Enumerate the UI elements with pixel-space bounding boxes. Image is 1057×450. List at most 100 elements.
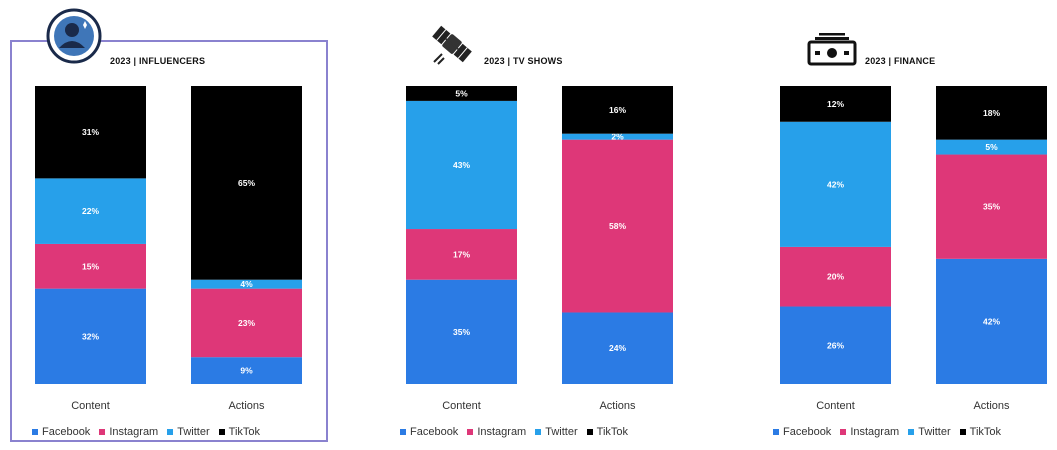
legend-label: Instagram: [477, 426, 527, 438]
legend-swatch: [167, 429, 174, 435]
chart-title: 2023 | TV SHOWS: [484, 56, 563, 66]
category-label-content: Content: [442, 400, 481, 412]
bar-segment-facebook-actions: [936, 258, 1047, 384]
bar-segment-instagram-content: [406, 229, 517, 280]
data-label: 35%: [983, 202, 1000, 212]
legend-item-twitter: Twitter: [167, 426, 210, 438]
data-label: 15%: [82, 261, 99, 271]
bar-segment-twitter-actions: [562, 133, 673, 140]
category-label-actions: Actions: [973, 400, 1010, 412]
bar-segment-tiktok-content: [406, 86, 517, 101]
bar-segment-tiktok-actions: [191, 86, 302, 280]
data-label: 12%: [827, 99, 844, 109]
data-label: 23%: [238, 318, 255, 328]
legend-label: Twitter: [918, 426, 951, 438]
legend-swatch: [99, 429, 106, 435]
legend-item-facebook: Facebook: [773, 426, 831, 438]
stacked-bar-chart: 32% 15% 22% 31% Content 9% 23% 4% 65% Actions: [35, 86, 302, 412]
legend-item-twitter: Twitter: [908, 426, 951, 438]
data-label: 24%: [609, 343, 626, 353]
data-label: 32%: [82, 331, 99, 341]
legend-item-tiktok: TikTok: [586, 426, 629, 438]
legend-label: Facebook: [42, 426, 91, 438]
legend-label: Twitter: [545, 426, 578, 438]
legend-swatch: [467, 429, 474, 435]
legend-item-tiktok: TikTok: [218, 426, 261, 438]
bar-segment-instagram-actions: [191, 288, 302, 358]
bar-segment-tiktok-content: [35, 86, 146, 179]
legend-label: TikTok: [228, 426, 261, 438]
stacked-bar-chart: 26% 20% 42% 12% Content 42% 35% 5% 18% Actions: [780, 86, 1047, 412]
bar-segment-twitter-actions: [191, 279, 302, 289]
data-label: 18%: [983, 108, 1000, 118]
bar-segment-twitter-content: [780, 121, 891, 247]
legend-label: Instagram: [109, 426, 159, 438]
chart-legend: Facebook Instagram Twitter TikTok: [400, 426, 628, 438]
legend-label: Twitter: [177, 426, 210, 438]
data-label: 4%: [240, 279, 253, 289]
legend-swatch: [218, 429, 225, 435]
data-label: 9%: [240, 366, 253, 376]
bar-segment-facebook-content: [35, 288, 146, 384]
chart-legend: Facebook Instagram Twitter TikTok: [773, 426, 1001, 438]
bar-segment-facebook-content: [406, 279, 517, 384]
legend-item-instagram: Instagram: [840, 426, 899, 438]
legend-swatch: [586, 429, 593, 435]
legend-swatch: [840, 429, 847, 435]
bar-segment-twitter-actions: [936, 139, 1047, 155]
legend-label: TikTok: [596, 426, 629, 438]
category-label-content: Content: [816, 400, 855, 412]
chart-legend: Facebook Instagram Twitter TikTok: [32, 426, 260, 438]
bar-segment-instagram-actions: [562, 139, 673, 313]
data-label: 16%: [609, 105, 626, 115]
panel-highlight-border: [10, 40, 328, 442]
data-label: 20%: [827, 272, 844, 282]
legend-item-instagram: Instagram: [467, 426, 526, 438]
bar-segment-tiktok-content: [780, 86, 891, 122]
legend-label: TikTok: [969, 426, 1002, 438]
bar-segment-instagram-actions: [936, 154, 1047, 259]
data-label: 35%: [453, 327, 470, 337]
legend-item-facebook: Facebook: [32, 426, 90, 438]
legend-label: Instagram: [850, 426, 900, 438]
chart-panel-influencers: 2023 | INFLUENCERS 32% 15% 22% 31% Content 9%…: [0, 0, 340, 450]
bar-segment-facebook-content: [780, 306, 891, 384]
legend-item-tiktok: TikTok: [959, 426, 1002, 438]
data-label: 42%: [827, 179, 844, 189]
data-label: 22%: [82, 206, 99, 216]
legend-swatch: [535, 429, 542, 435]
data-label: 65%: [238, 178, 255, 188]
money-icon: [807, 32, 857, 71]
bar-segment-twitter-content: [406, 100, 517, 230]
legend-swatch: [32, 429, 38, 435]
category-label-actions: Actions: [228, 400, 265, 412]
bar-segment-twitter-content: [35, 178, 146, 244]
data-label: 43%: [453, 160, 470, 170]
data-label: 17%: [453, 249, 470, 259]
legend-label: Facebook: [783, 426, 832, 438]
category-label-actions: Actions: [599, 400, 636, 412]
bar-segment-tiktok-actions: [562, 86, 673, 134]
bar-segment-facebook-actions: [191, 357, 302, 384]
category-label-content: Content: [71, 400, 110, 412]
legend-item-instagram: Instagram: [99, 426, 158, 438]
chart-panel-finance: 2023 | FINANCE 26% 20% 42% 12% Content 42% 35%…: [735, 0, 1057, 450]
legend-item-twitter: Twitter: [535, 426, 578, 438]
data-label: 5%: [985, 142, 998, 152]
chart-panel-tv-shows: 2023 | TV SHOWS 35% 17% 43% 5% Content 24% 58%…: [360, 0, 700, 450]
chart-title: 2023 | FINANCE: [865, 56, 936, 66]
user-avatar-icon: [46, 8, 102, 69]
bar-segment-instagram-content: [780, 246, 891, 307]
satellite-icon: [428, 20, 476, 73]
legend-item-facebook: Facebook: [400, 426, 458, 438]
data-label: 26%: [827, 340, 844, 350]
legend-swatch: [773, 429, 779, 435]
legend-swatch: [908, 429, 915, 435]
legend-swatch: [400, 429, 406, 435]
chart-title: 2023 | INFLUENCERS: [110, 56, 206, 66]
data-label: 2%: [611, 132, 624, 142]
bar-segment-instagram-content: [35, 243, 146, 289]
stacked-bar-chart: 35% 17% 43% 5% Content 24% 58% 2% 16% Actions: [406, 86, 673, 412]
data-label: 31%: [82, 127, 99, 137]
data-label: 58%: [609, 221, 626, 231]
